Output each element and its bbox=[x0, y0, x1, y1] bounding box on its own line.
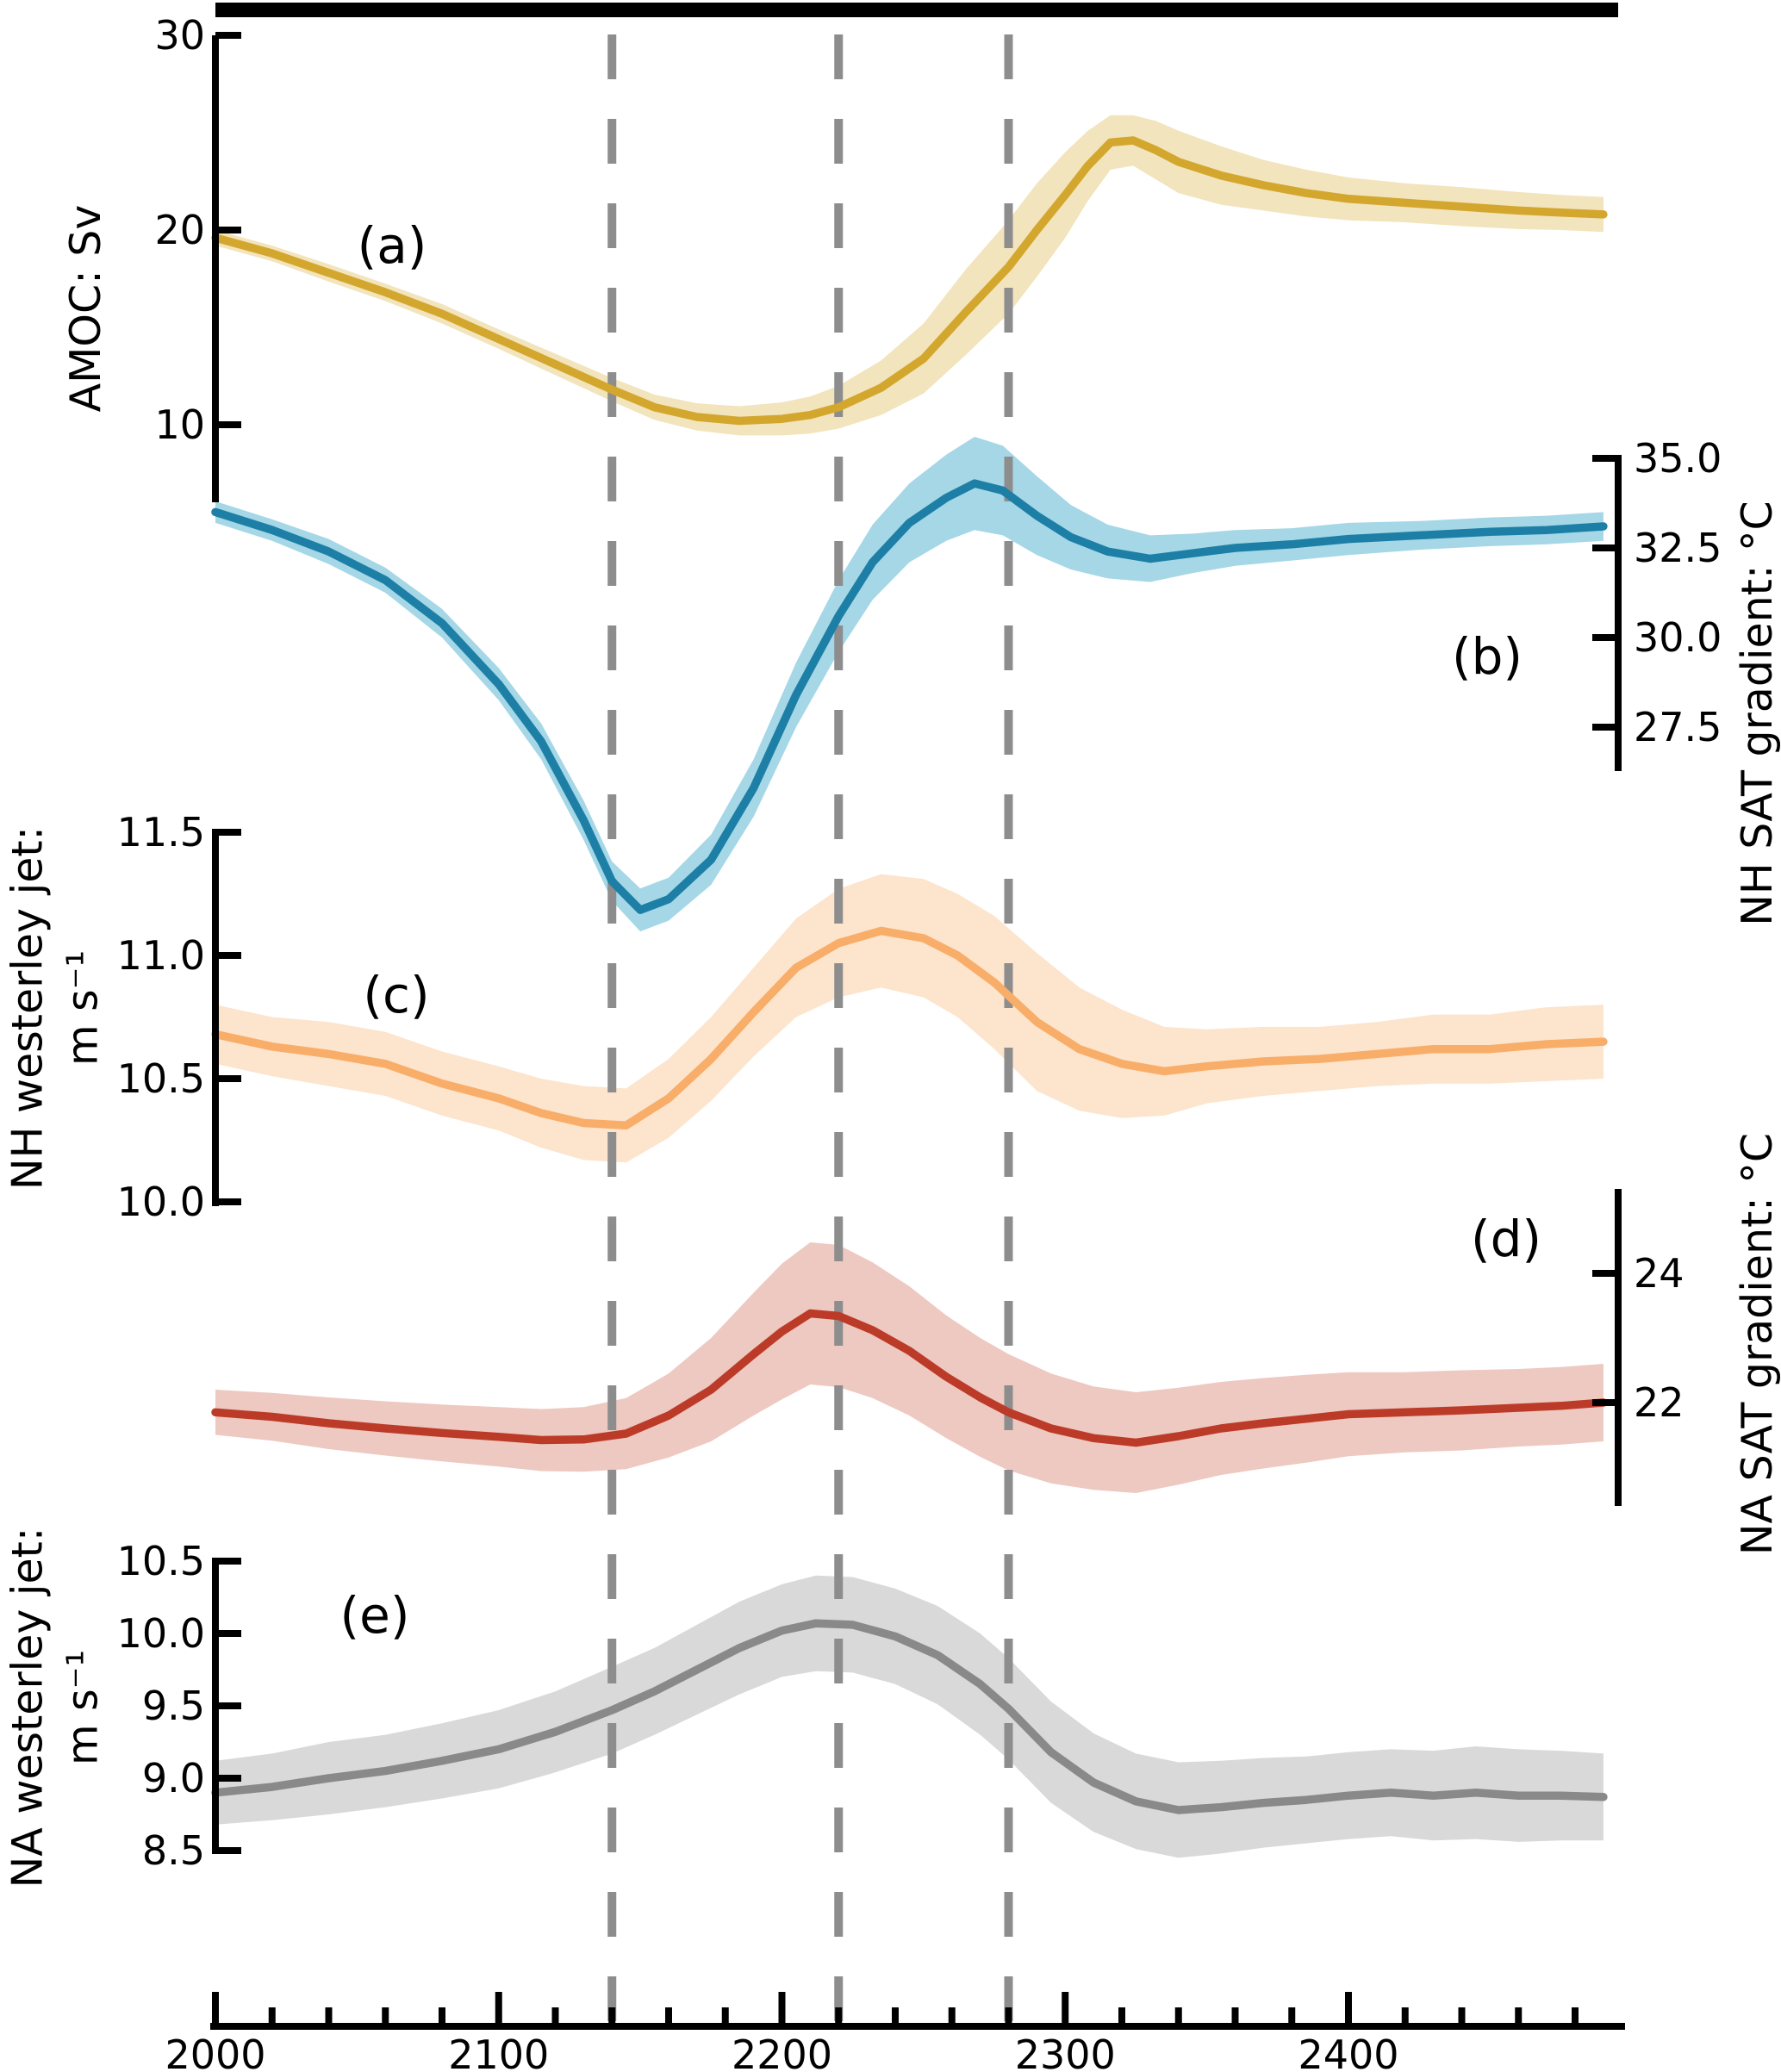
nh-sat-gradient-uncertainty-band bbox=[215, 437, 1604, 932]
ytick-label-e: 10.0 bbox=[116, 1610, 205, 1657]
ytick-label-e: 10.5 bbox=[116, 1538, 205, 1584]
x-axis bbox=[210, 1992, 1625, 2030]
panel-label-e: (e) bbox=[339, 1586, 410, 1645]
ytick-label-b: 30.0 bbox=[1634, 614, 1722, 661]
xtick-label: 2400 bbox=[1298, 2032, 1399, 2072]
ytick-label-b: 32.5 bbox=[1634, 525, 1722, 571]
ytick-label-c: 10.0 bbox=[116, 1179, 205, 1225]
ytick-label-c: 11.5 bbox=[116, 809, 205, 856]
na-sat-gradient-line bbox=[211, 1309, 1608, 1447]
y-axes bbox=[212, 32, 1622, 1854]
na-westerly-jet-line bbox=[211, 1619, 1608, 1814]
ylabel-nh-westerly-jet: NH westerley jet: m s⁻¹ bbox=[3, 825, 107, 1191]
xtick-label: 2200 bbox=[731, 2032, 833, 2072]
ytick-label-b: 27.5 bbox=[1634, 704, 1722, 750]
xtick-label: 2000 bbox=[165, 2032, 266, 2072]
na-sat-gradient-uncertainty-band bbox=[215, 1242, 1604, 1493]
panel-label-d: (d) bbox=[1470, 1210, 1542, 1268]
nh-sat-gradient-line bbox=[211, 479, 1608, 914]
ytick-label-e: 9.5 bbox=[141, 1683, 205, 1729]
nh-westerly-jet-line bbox=[211, 926, 1608, 1130]
ytick-label-d: 22 bbox=[1634, 1379, 1684, 1426]
ytick-label-c: 10.5 bbox=[116, 1055, 205, 1102]
ytick-label-a: 30 bbox=[154, 12, 205, 59]
nh-westerly-jet-uncertainty-band bbox=[215, 874, 1604, 1163]
panel-label-a: (a) bbox=[357, 216, 427, 275]
ytick-label-c: 11.0 bbox=[116, 932, 205, 979]
ytick-label-e: 9.0 bbox=[141, 1755, 205, 1801]
ytick-label-b: 35.0 bbox=[1634, 435, 1722, 482]
y-axis-b bbox=[1592, 455, 1622, 771]
y-axis-c bbox=[212, 829, 241, 1206]
y-axis-e bbox=[212, 1558, 241, 1854]
amoc-line bbox=[211, 136, 1608, 426]
panel-label-b: (b) bbox=[1451, 627, 1523, 686]
xtick-label: 2100 bbox=[448, 2032, 550, 2072]
panel-label-c: (c) bbox=[363, 966, 430, 1024]
series-lines bbox=[211, 136, 1608, 1814]
uncertainty-bands bbox=[215, 115, 1604, 1858]
y-axis-d bbox=[1592, 1189, 1622, 1506]
xtick-label: 2300 bbox=[1014, 2032, 1116, 2072]
amoc-uncertainty-band bbox=[215, 115, 1604, 436]
ytick-label-e: 8.5 bbox=[141, 1827, 205, 1874]
ytick-label-a: 20 bbox=[154, 207, 205, 253]
ylabel-na-sat-gradient: NA SAT gradient: °C bbox=[1733, 1132, 1781, 1556]
ytick-label-a: 10 bbox=[154, 401, 205, 448]
ytick-label-d: 24 bbox=[1634, 1250, 1684, 1297]
ylabel-nh-sat-gradient: NH SAT gradient: °C bbox=[1733, 501, 1781, 926]
y-axis-a bbox=[212, 32, 241, 502]
na-westerly-jet-uncertainty-band bbox=[215, 1575, 1604, 1858]
top-period-bar bbox=[215, 3, 1618, 17]
